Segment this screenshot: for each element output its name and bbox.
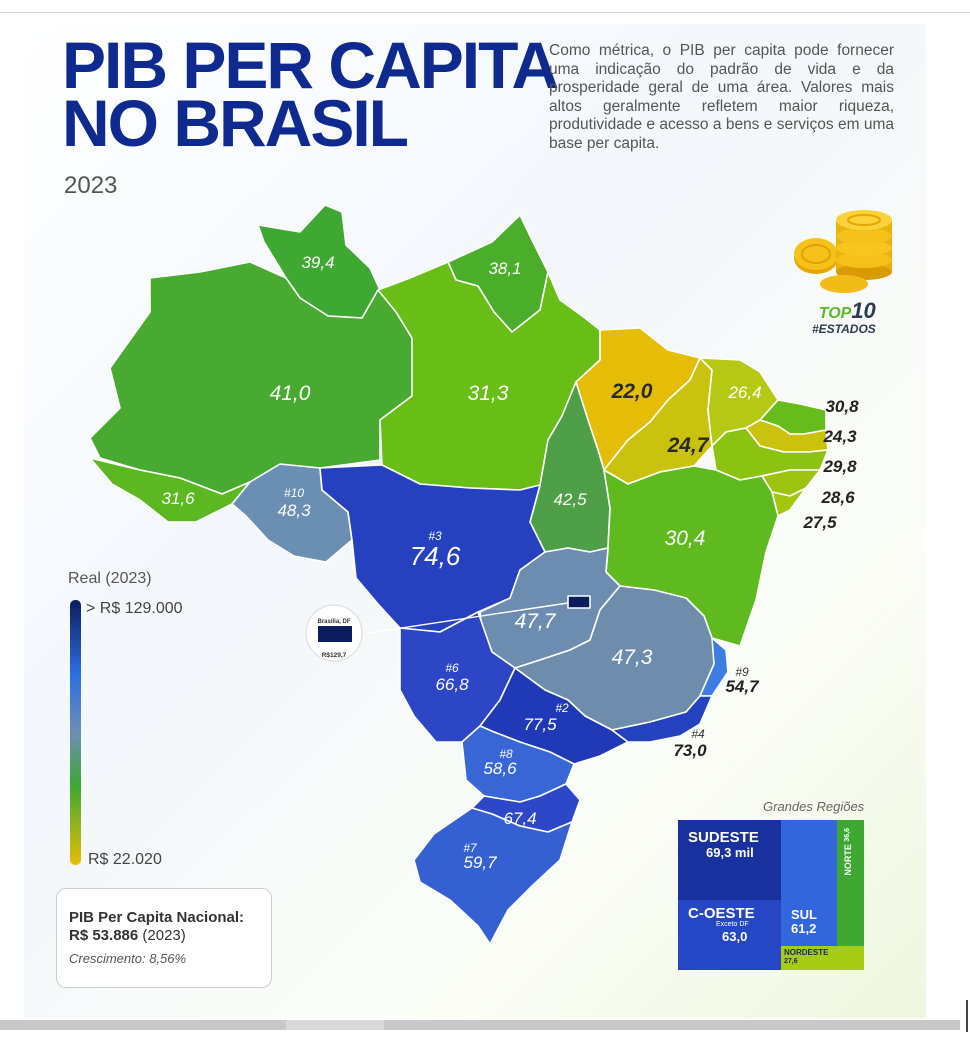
- national-gdp-year: (2023): [142, 927, 186, 944]
- state-value-mg: 47,3: [612, 646, 653, 669]
- state-value-rj: 73,0: [673, 741, 707, 760]
- scrollbar-segment-1: [0, 1020, 286, 1030]
- region-sul-name: SUL: [791, 907, 817, 922]
- legend-max-label: > R$ 129.000: [86, 600, 183, 617]
- title-line-2: NO BRASIL: [62, 86, 409, 160]
- legend-min-label: R$ 22.020: [88, 851, 162, 868]
- state-df: [567, 595, 591, 609]
- state-rank-ro: #10: [284, 486, 304, 500]
- state-value-pb: 24,3: [822, 427, 857, 446]
- region-centro-oeste-value: 63,0: [722, 929, 748, 944]
- df-callout-line: [367, 602, 569, 634]
- region-nordeste: NORDESTE 27,6: [781, 946, 864, 970]
- coin-stack-icon: [794, 210, 892, 293]
- national-growth: Crescimento: 8,56%: [69, 951, 187, 966]
- state-rank-rs: #7: [463, 841, 478, 855]
- year-label: 2023: [64, 172, 118, 199]
- region-norte: NORTE 36,6: [837, 820, 864, 946]
- state-rank-pr: #8: [499, 747, 513, 761]
- bottom-scrollbar[interactable]: [0, 1020, 960, 1030]
- legend-title: Real (2023): [68, 570, 152, 587]
- page-title: PIB PER CAPITA NO BRASIL: [62, 28, 559, 160]
- national-gdp-label: PIB Per Capita Nacional:: [69, 909, 245, 926]
- state-rank-sc: #5: [571, 815, 585, 829]
- state-value-ba: 30,4: [665, 527, 706, 550]
- state-value-mt: 74,6: [410, 541, 461, 571]
- state-value-ms: 66,8: [435, 675, 469, 694]
- state-value-rn: 30,8: [825, 397, 859, 416]
- state-value-pi: 24,7: [667, 434, 710, 457]
- state-value-pa: 31,3: [468, 382, 509, 405]
- region-sul: SUL 61,2: [781, 820, 837, 946]
- window-edge-mark: [966, 1000, 968, 1032]
- df-callout-value: R$129,7: [322, 652, 347, 659]
- region-centro-oeste-name: C-OESTE: [688, 905, 755, 922]
- region-sudeste: SUDESTE 69,3 mil: [678, 820, 781, 900]
- state-rj: [611, 695, 713, 743]
- regions-title: Grandes Regiões: [763, 799, 865, 814]
- state-value-sp: 77,5: [523, 715, 557, 734]
- national-gdp-box: PIB Per Capita Nacional: R$ 53.886 (2023…: [56, 888, 272, 988]
- region-nordeste-value: 27,6: [784, 958, 798, 965]
- state-value-se: 27,5: [802, 513, 837, 532]
- state-value-sc: 67,4: [503, 809, 536, 828]
- legend-color-bar: [70, 600, 81, 865]
- df-callout-shape: [318, 626, 352, 642]
- df-callout-name: Brasília, DF: [317, 619, 350, 625]
- region-centro-oeste-note: Exceto DF: [716, 921, 749, 928]
- top10-subtitle: #ESTADOS: [812, 322, 876, 336]
- window-top-border: [0, 0, 970, 13]
- state-value-go: 47,7: [515, 610, 557, 633]
- region-sudeste-value: 69,3 mil: [706, 845, 754, 860]
- state-value-rs: 59,7: [463, 853, 497, 872]
- state-value-ma: 22,0: [611, 380, 653, 403]
- state-value-ce: 26,4: [727, 383, 761, 402]
- state-rank-mt: #3: [428, 529, 442, 543]
- scrollbar-segment-2: [384, 1020, 960, 1030]
- region-nordeste-name: NORDESTE: [784, 948, 829, 957]
- state-ro: [231, 463, 353, 563]
- state-rank-es: #9: [735, 665, 749, 679]
- state-rank-ms: #6: [445, 661, 459, 675]
- state-rs: [413, 807, 573, 945]
- top10-text-a: TOP: [818, 305, 852, 322]
- region-sudeste-name: SUDESTE: [688, 829, 759, 846]
- title-line-1: PIB PER CAPITA: [62, 28, 559, 102]
- state-am: [89, 261, 413, 495]
- state-value-es: 54,7: [725, 677, 760, 696]
- state-value-pr: 58,6: [483, 759, 517, 778]
- region-norte-value: 36,6: [844, 828, 851, 842]
- state-value-ap: 38,1: [488, 259, 521, 278]
- state-value-rr: 39,4: [301, 253, 334, 272]
- national-gdp-value: R$ 53.886: [69, 927, 139, 944]
- state-rank-sp: #2: [555, 701, 569, 715]
- state-value-to: 42,5: [553, 490, 587, 509]
- state-value-ro: 48,3: [277, 501, 311, 520]
- state-value-ac: 31,6: [161, 489, 195, 508]
- top10-badge: TOP10 #ESTADOS: [812, 298, 876, 336]
- state-value-al: 28,6: [820, 488, 855, 507]
- state-rank-rj: #4: [691, 727, 705, 741]
- region-sul-value: 61,2: [791, 921, 817, 936]
- region-centro-oeste: C-OESTE Exceto DF 63,0: [678, 900, 781, 970]
- state-value-pe: 29,8: [822, 457, 857, 476]
- description-text: Como métrica, o PIB per capita pode forn…: [549, 42, 894, 152]
- region-norte-name: NORTE: [843, 844, 853, 876]
- top10-text-b: 10: [851, 298, 876, 323]
- state-value-am: 41,0: [270, 382, 311, 405]
